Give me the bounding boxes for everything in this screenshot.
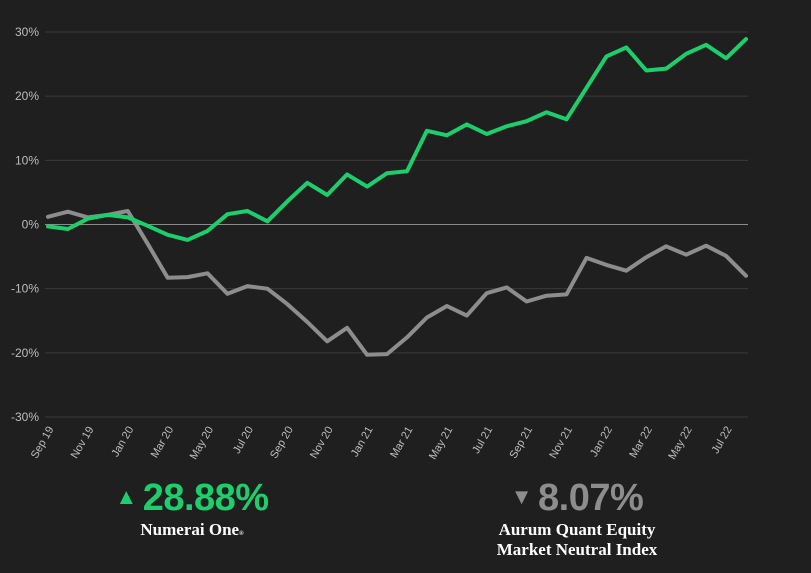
x-tick-label: Mar 20	[149, 425, 177, 461]
aurum-index-return: ▼ 8.07%	[427, 478, 727, 520]
x-tick-label: Jul 22	[710, 425, 735, 456]
aurum-index-stat: ▼ 8.07% Aurum Quant Equity Market Neutral…	[427, 478, 727, 560]
series-line	[46, 37, 748, 242]
aurum-index-label-line2: Market Neutral Index	[496, 539, 658, 559]
series-line	[46, 209, 748, 357]
numerai-one-stat: ▲ 28.88% Numerai One®	[42, 478, 342, 544]
x-tick-label: Nov 20	[308, 425, 336, 461]
y-tick-label: 30%	[15, 25, 39, 39]
down-arrow-icon: ▼	[510, 483, 533, 509]
x-tick-label: May 22	[666, 425, 694, 462]
x-tick-label: Mar 21	[388, 425, 416, 461]
y-tick-label: 20%	[15, 89, 39, 103]
series-lines	[46, 37, 748, 357]
y-tick-label: 10%	[15, 153, 39, 167]
numerai-one-return-value: 28.88%	[142, 477, 269, 519]
y-tick-label: -20%	[11, 346, 39, 360]
x-tick-label: Jan 21	[349, 425, 376, 460]
x-axis-ticks: Sep 19 Nov 19 Jan 20 Mar 20 May 20 Jul 20 Sep …	[29, 425, 735, 462]
y-tick-label: -10%	[11, 282, 39, 296]
numerai-one-label-text: Numerai One	[140, 519, 240, 539]
x-tick-label: Jan 22	[588, 425, 615, 460]
aurum-index-return-value: 8.07%	[538, 477, 644, 519]
x-tick-label: Jul 21	[470, 425, 495, 456]
x-tick-label: Nov 21	[547, 425, 575, 461]
x-tick-label: Jan 20	[109, 425, 136, 460]
y-tick-label: 0%	[22, 218, 40, 232]
aurum-index-label: Aurum Quant Equity Market Neutral Index	[427, 520, 727, 560]
x-tick-label: Jul 20	[231, 425, 256, 456]
x-tick-label: May 21	[427, 425, 455, 462]
grid	[45, 31, 748, 418]
up-arrow-icon: ▲	[115, 483, 137, 509]
numerai-one-label: Numerai One®	[42, 520, 342, 544]
y-axis-ticks: 30% 20% 10% 0% -10% -20% -30%	[11, 25, 39, 424]
x-tick-label: Mar 22	[627, 425, 655, 461]
y-tick-label: -30%	[11, 410, 39, 424]
aurum-index-label-line1: Aurum Quant Equity	[498, 519, 656, 539]
x-tick-label: May 20	[188, 425, 216, 462]
x-tick-label: Sep 19	[29, 425, 57, 461]
x-tick-label: Sep 20	[268, 425, 296, 461]
x-tick-label: Sep 21	[507, 425, 535, 461]
registered-mark: ®	[239, 530, 244, 537]
x-tick-label: Nov 19	[69, 425, 97, 461]
numerai-one-return: ▲ 28.88%	[42, 478, 342, 520]
performance-chart: 30% 20% 10% 0% -10% -20% -30% Sep 19 Nov 19 Jan …	[11, 25, 748, 462]
